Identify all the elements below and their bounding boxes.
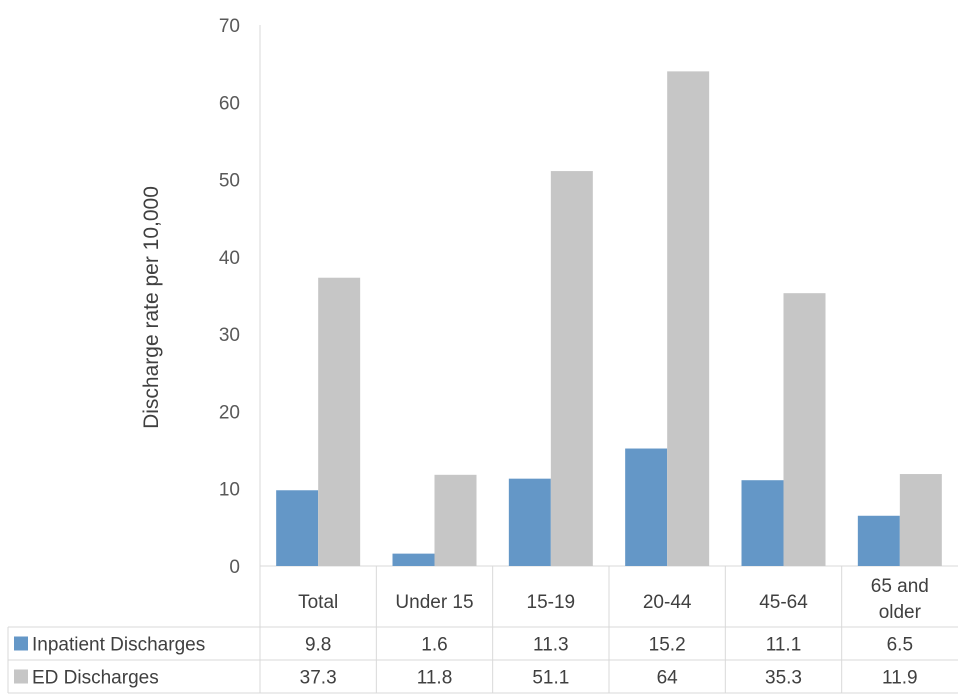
- y-tick-label: 20: [219, 402, 240, 423]
- category-label: Total: [298, 592, 338, 613]
- inpatient-bar: [741, 480, 784, 566]
- category-label: Under 15: [395, 592, 473, 613]
- series-label: Inpatient Discharges: [32, 635, 205, 656]
- table-cell-value: 11.1: [766, 635, 802, 656]
- category-label: older: [879, 602, 922, 623]
- category-label: 20-44: [643, 592, 692, 613]
- table-cell-value: 15.2: [649, 635, 686, 656]
- category-label: 65 and: [871, 576, 929, 597]
- inpatient-bar: [508, 478, 551, 566]
- ed-bar: [318, 277, 361, 566]
- inpatient-legend-key: [14, 636, 28, 651]
- series-label: ED Discharges: [32, 668, 159, 689]
- y-tick-label: 0: [229, 557, 240, 578]
- y-tick-label: 50: [219, 171, 240, 192]
- y-tick-label: 30: [219, 325, 240, 346]
- category-label: 15-19: [527, 592, 576, 613]
- table-cell-value: 37.3: [300, 668, 337, 689]
- y-axis-title: Discharge rate per 10,000: [140, 186, 163, 429]
- table-cell-value: 64: [657, 668, 679, 689]
- table-cell-value: 6.5: [887, 635, 913, 656]
- y-tick-label: 60: [219, 93, 240, 114]
- table-cell-value: 11.8: [417, 668, 453, 689]
- inpatient-bar: [276, 490, 319, 566]
- table-cell-value: 51.1: [532, 668, 569, 689]
- y-tick-label: 10: [219, 480, 240, 501]
- table-cell-value: 1.6: [421, 635, 447, 656]
- ed-bar: [550, 171, 593, 566]
- ed-legend-key: [14, 669, 28, 684]
- ed-bar: [783, 293, 826, 566]
- category-label: 45-64: [759, 592, 808, 613]
- table-cell-value: 35.3: [765, 668, 802, 689]
- table-cell-value: 9.8: [305, 635, 331, 656]
- y-tick-label: 70: [219, 16, 240, 37]
- ed-bar: [667, 71, 710, 566]
- ed-bar: [899, 474, 942, 566]
- table-cell-value: 11.3: [533, 635, 569, 656]
- ed-bar: [434, 474, 477, 566]
- inpatient-bar: [857, 515, 900, 566]
- y-tick-label: 40: [219, 248, 240, 269]
- inpatient-bar: [625, 448, 668, 566]
- inpatient-bar: [392, 553, 435, 566]
- table-cell-value: 11.9: [882, 668, 918, 689]
